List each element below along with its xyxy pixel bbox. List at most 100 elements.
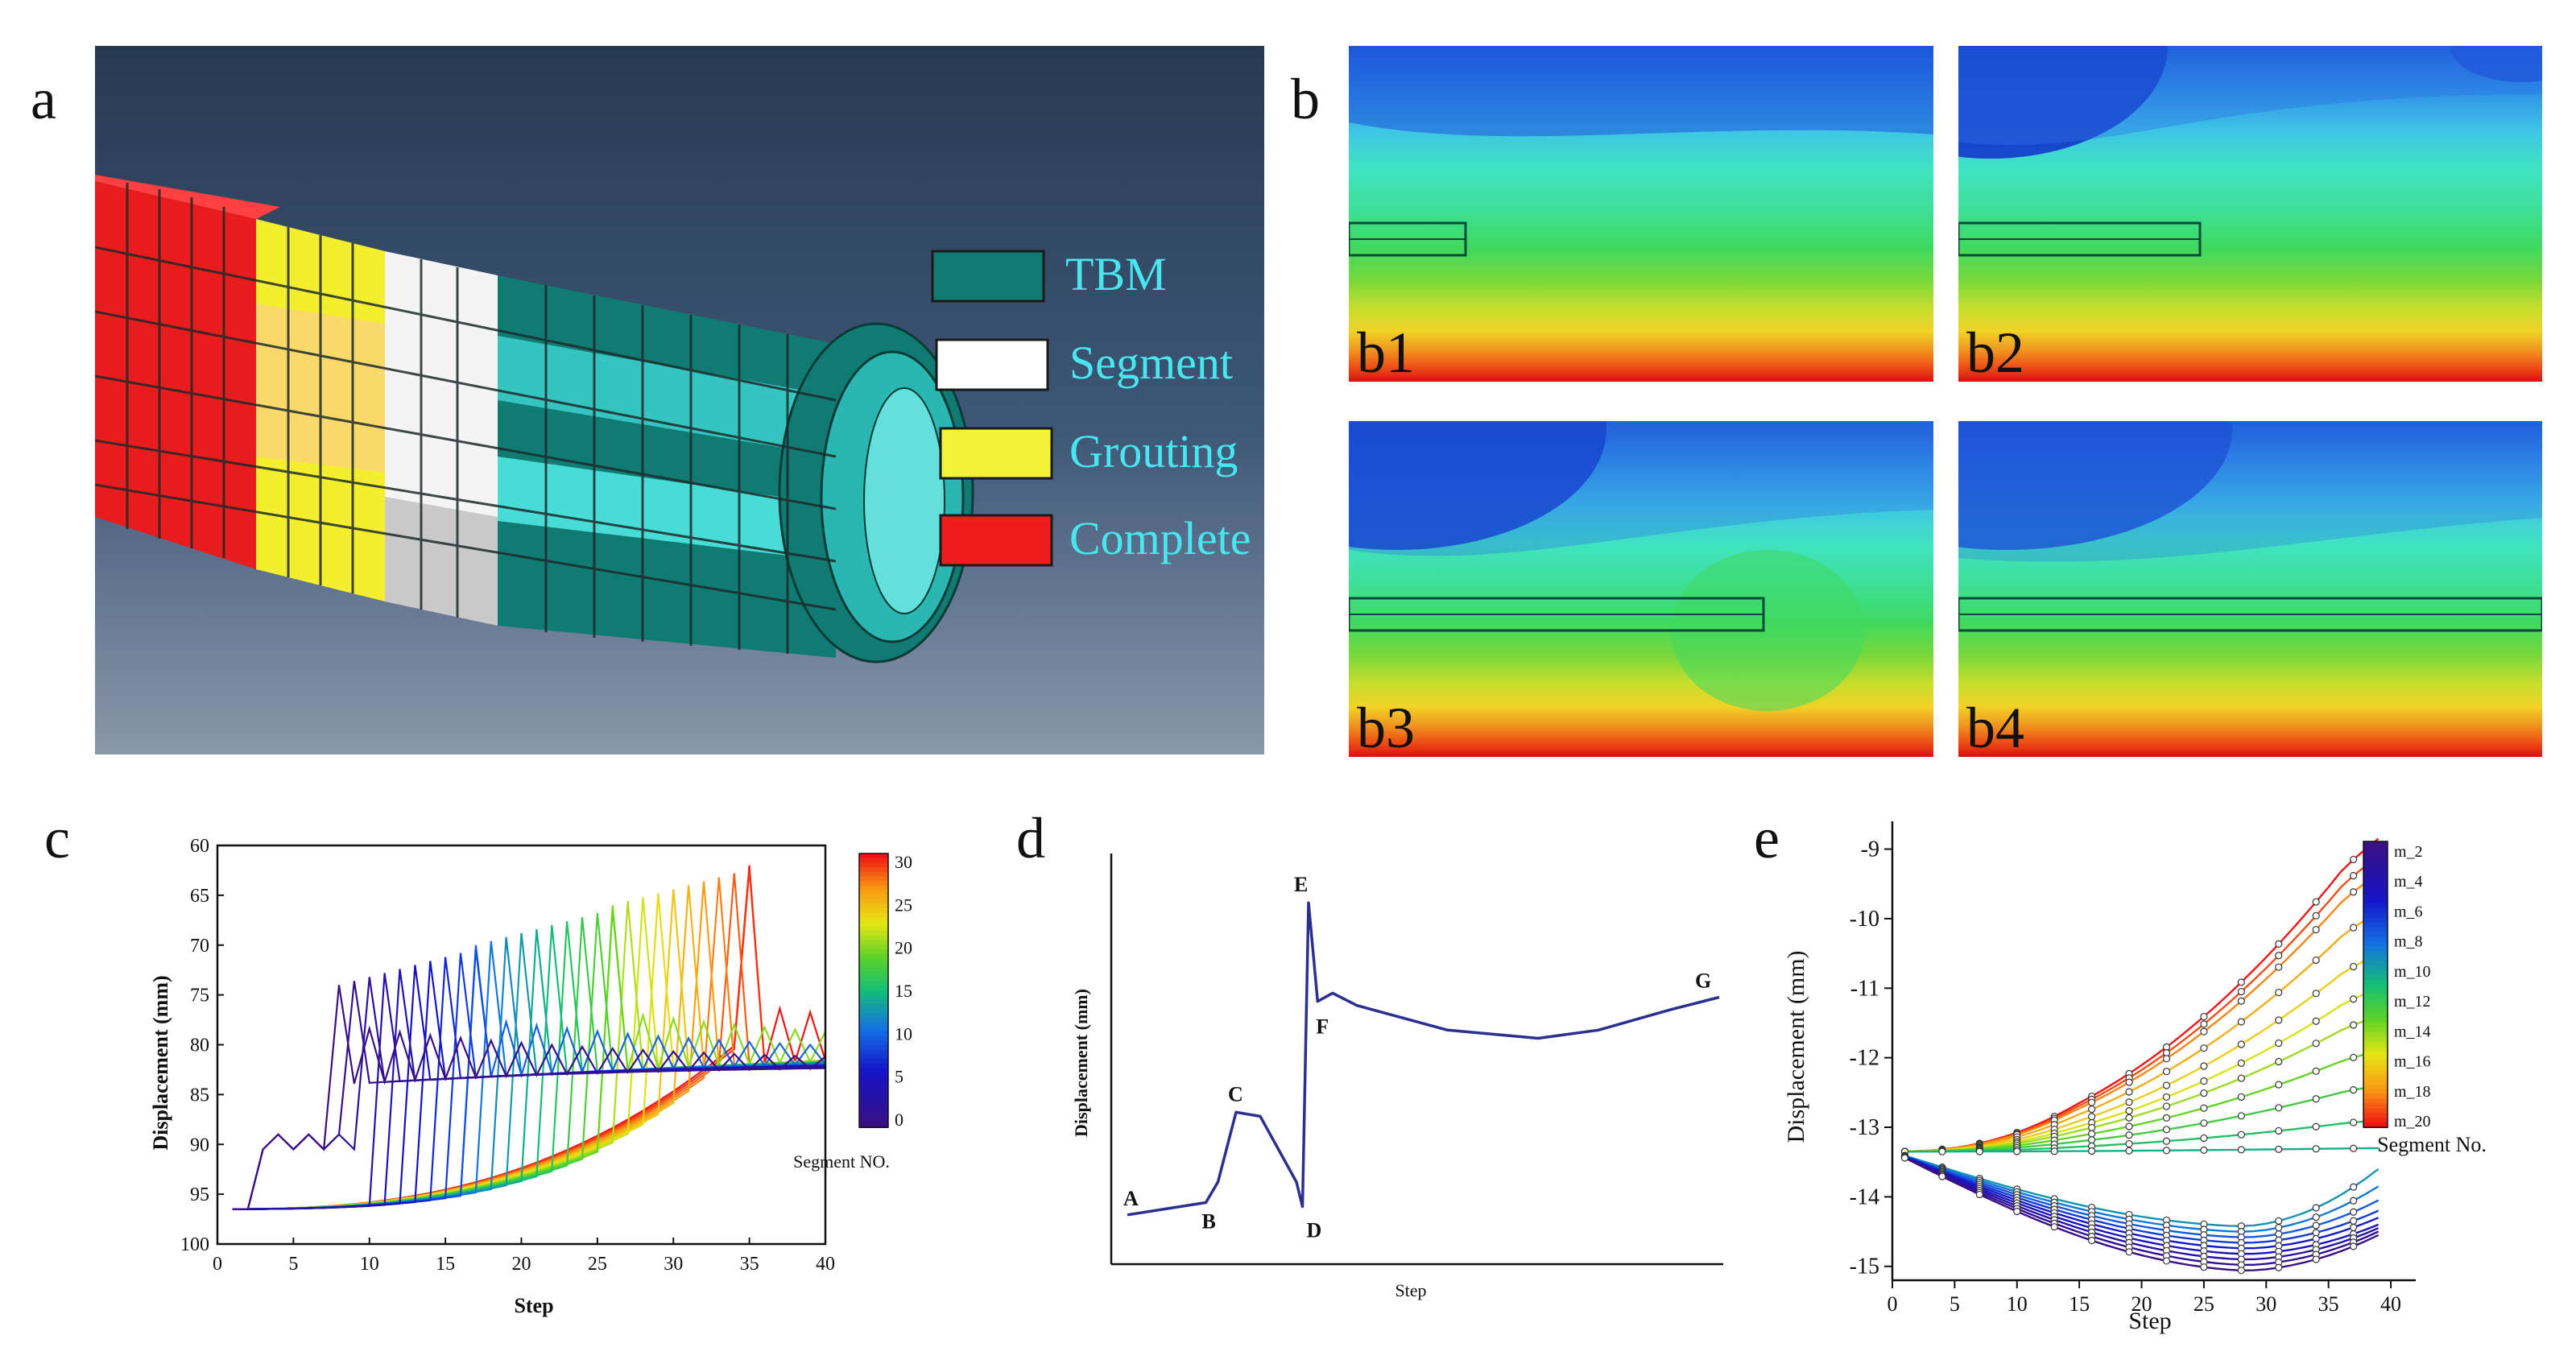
e-series-marker bbox=[2088, 1237, 2096, 1245]
e-colorbar-cell bbox=[2363, 1008, 2388, 1014]
e-series-marker bbox=[2162, 1055, 2171, 1063]
contour-b4: b4 bbox=[1958, 421, 2542, 757]
c-xtick-label: 15 bbox=[436, 1254, 455, 1275]
e-ytick-label: -10 bbox=[1850, 907, 1879, 932]
e-colorbar-cell bbox=[2363, 1122, 2388, 1128]
subpanel-label-b2: b2 bbox=[1966, 320, 2024, 382]
c-ytick-label: 65 bbox=[190, 886, 209, 907]
e-series-marker bbox=[2275, 1126, 2283, 1135]
d-point-label: A bbox=[1123, 1187, 1139, 1210]
contour-b2: b2 bbox=[1958, 46, 2542, 382]
e-series-marker bbox=[2088, 1123, 2096, 1132]
e-colorbar-cell bbox=[2363, 912, 2388, 919]
d-point-label: G bbox=[1695, 969, 1711, 993]
c-colorbar-cell bbox=[859, 1114, 888, 1119]
e-series-marker bbox=[2237, 1146, 2245, 1154]
e-ytick-label: -11 bbox=[1850, 976, 1879, 1001]
c-colorbar-cell bbox=[859, 1095, 888, 1101]
e-series-marker bbox=[2125, 1139, 2133, 1148]
e-colorbar-tick: m_18 bbox=[2394, 1083, 2431, 1101]
e-series-marker bbox=[2350, 1183, 2358, 1191]
c-colorbar-cell bbox=[859, 912, 888, 919]
c-colorbar-cell bbox=[859, 876, 888, 882]
e-ytick-label: -14 bbox=[1850, 1184, 1879, 1209]
c-series-line bbox=[232, 865, 827, 1210]
e-ytick-label: -9 bbox=[1861, 837, 1879, 862]
e-series-marker bbox=[2275, 988, 2283, 997]
subpanel-label-b1: b1 bbox=[1357, 320, 1415, 382]
c-ytick-label: 75 bbox=[190, 986, 209, 1006]
e-series-marker bbox=[2088, 1113, 2096, 1121]
e-colorbar-tick: m_16 bbox=[2394, 1053, 2431, 1071]
e-series-marker bbox=[2275, 1230, 2283, 1238]
legend-label-grouting: Grouting bbox=[1069, 425, 1238, 477]
e-series-marker bbox=[2013, 1147, 2021, 1155]
e-series-marker bbox=[2237, 1093, 2245, 1102]
c-xtick-label: 0 bbox=[213, 1254, 222, 1275]
e-series-line bbox=[1904, 1155, 2380, 1233]
e-colorbar-tick: m_2 bbox=[2394, 843, 2423, 861]
c-colorbar-cell bbox=[859, 977, 888, 982]
e-series-line bbox=[1904, 1155, 2380, 1238]
e-series-marker bbox=[2275, 940, 2283, 949]
e-series-marker bbox=[2275, 952, 2283, 960]
e-series-marker bbox=[2312, 1213, 2320, 1221]
e-series-marker bbox=[2237, 1130, 2245, 1139]
e-series-marker bbox=[2125, 1147, 2133, 1155]
c-colorbar-cell bbox=[859, 1049, 888, 1056]
e-series-marker bbox=[2200, 1119, 2208, 1127]
e-series-line bbox=[1904, 1049, 2379, 1153]
e-series-marker bbox=[2350, 962, 2358, 971]
c-colorbar-cell bbox=[859, 1104, 888, 1110]
e-series-marker bbox=[2200, 1089, 2208, 1097]
e-colorbar-tick: m_12 bbox=[2394, 993, 2431, 1011]
e-series-line bbox=[1904, 953, 2380, 1153]
e-colorbar-cell bbox=[2363, 903, 2388, 909]
e-series-marker bbox=[2312, 1229, 2320, 1237]
e-colorbar-cell bbox=[2363, 1093, 2388, 1100]
c-colorbar-tick: 20 bbox=[895, 938, 912, 958]
e-series-marker bbox=[2125, 1114, 2133, 1122]
d-ylabel: Displacement (mm) bbox=[1071, 989, 1091, 1137]
c-colorbar-cell bbox=[859, 1077, 888, 1083]
c-colorbar-cell bbox=[859, 1040, 888, 1046]
e-series-marker bbox=[2088, 1130, 2096, 1138]
e-series-marker bbox=[2350, 1021, 2358, 1029]
legend-swatch-segment bbox=[935, 338, 1049, 391]
e-colorbar-cell bbox=[2363, 1022, 2388, 1028]
e-colorbar-cell bbox=[2363, 974, 2388, 981]
e-colorbar-tick: m_20 bbox=[2394, 1113, 2431, 1130]
e-series-line bbox=[1904, 1155, 2380, 1255]
e-series-marker bbox=[2162, 1068, 2171, 1076]
tunnel-tbm-section bbox=[498, 275, 974, 663]
e-series-marker bbox=[2088, 1147, 2096, 1155]
e-series-marker bbox=[2350, 888, 2358, 896]
e-series-marker bbox=[1900, 1154, 1909, 1162]
e-xtick-label: 30 bbox=[2256, 1292, 2276, 1316]
e-series-marker bbox=[2312, 898, 2320, 906]
e-series-marker bbox=[2125, 1248, 2133, 1256]
e-series-marker bbox=[2350, 995, 2358, 1003]
e-colorbar-cell bbox=[2363, 1108, 2388, 1114]
e-colorbar-tick: m_6 bbox=[2394, 903, 2423, 920]
panel-b-letter: b bbox=[1291, 67, 1320, 131]
c-colorbar-cell bbox=[859, 1008, 888, 1015]
e-series-marker bbox=[2275, 1224, 2283, 1232]
d-point-label: C bbox=[1228, 1082, 1243, 1106]
e-series-marker bbox=[2162, 1147, 2171, 1155]
c-colorbar-frame bbox=[858, 853, 889, 1128]
c-colorbar-cell bbox=[859, 922, 888, 928]
c-xlabel: Step bbox=[514, 1294, 553, 1317]
c-colorbar-cell bbox=[859, 885, 888, 891]
e-colorbar-cell bbox=[2363, 951, 2388, 957]
e-colorbar-cell bbox=[2363, 1046, 2388, 1052]
e-colorbar-cell bbox=[2363, 969, 2388, 976]
e-series-line bbox=[1904, 1155, 2380, 1250]
e-colorbar-cell bbox=[2363, 870, 2388, 876]
e-colorbar-cell bbox=[2363, 936, 2388, 943]
c-ytick-label: 80 bbox=[190, 1035, 209, 1056]
c-colorbar-cell bbox=[859, 867, 888, 873]
e-series-marker bbox=[2162, 1126, 2171, 1134]
c-ytick-label: 60 bbox=[190, 836, 209, 857]
e-series-marker bbox=[2312, 911, 2320, 920]
